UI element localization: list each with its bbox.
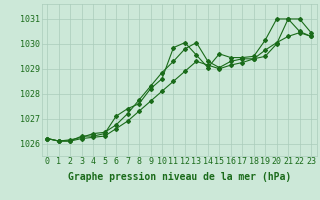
X-axis label: Graphe pression niveau de la mer (hPa): Graphe pression niveau de la mer (hPa) [68,172,291,182]
